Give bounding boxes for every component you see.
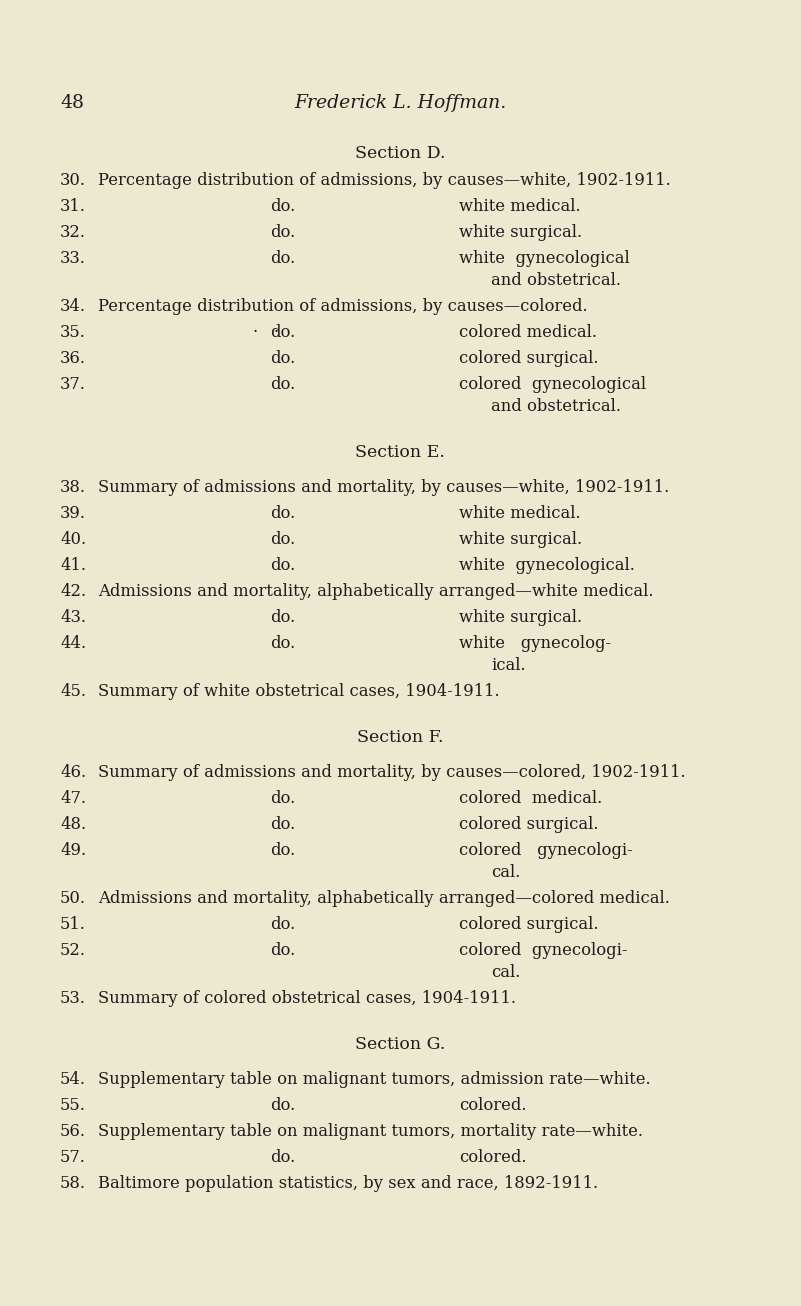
Text: white medical.: white medical.: [459, 199, 581, 215]
Text: 40.: 40.: [60, 532, 87, 549]
Text: do.: do.: [271, 505, 296, 522]
Text: Summary of white obstetrical cases, 1904-1911.: Summary of white obstetrical cases, 1904…: [98, 683, 500, 700]
Text: colored   gynecologi-: colored gynecologi-: [459, 842, 633, 859]
Text: do.: do.: [271, 199, 296, 215]
Text: 32.: 32.: [60, 225, 86, 242]
Text: Supplementary table on malignant tumors, admission rate—white.: Supplementary table on malignant tumors,…: [98, 1071, 650, 1088]
Text: white surgical.: white surgical.: [459, 225, 582, 242]
Text: 51.: 51.: [60, 916, 86, 932]
Text: 50.: 50.: [60, 889, 86, 906]
Text: do.: do.: [271, 324, 296, 341]
Text: white  gynecological: white gynecological: [459, 249, 630, 266]
Text: 55.: 55.: [60, 1097, 86, 1114]
Text: Supplementary table on malignant tumors, mortality rate—white.: Supplementary table on malignant tumors,…: [98, 1123, 643, 1140]
Text: white medical.: white medical.: [459, 505, 581, 522]
Text: white surgical.: white surgical.: [459, 609, 582, 626]
Text: do.: do.: [271, 916, 296, 932]
Text: 39.: 39.: [60, 505, 86, 522]
Text: do.: do.: [271, 350, 296, 367]
Text: colored.: colored.: [459, 1149, 526, 1166]
Text: 30.: 30.: [60, 172, 86, 189]
Text: 42.: 42.: [60, 582, 87, 599]
Text: 36.: 36.: [60, 350, 86, 367]
Text: colored  gynecologi-: colored gynecologi-: [459, 942, 627, 959]
Text: Summary of colored obstetrical cases, 1904-1911.: Summary of colored obstetrical cases, 19…: [98, 990, 516, 1007]
Text: 54.: 54.: [60, 1071, 86, 1088]
Text: Percentage distribution of admissions, by causes—colored.: Percentage distribution of admissions, b…: [98, 298, 588, 315]
Text: do.: do.: [271, 1149, 296, 1166]
Text: 58.: 58.: [60, 1175, 86, 1192]
Text: 38.: 38.: [60, 479, 86, 496]
Text: colored  medical.: colored medical.: [459, 790, 602, 807]
Text: do.: do.: [271, 635, 296, 652]
Text: colored medical.: colored medical.: [459, 324, 597, 341]
Text: Frederick L. Hoffman.: Frederick L. Hoffman.: [294, 94, 506, 112]
Text: 33.: 33.: [60, 249, 86, 266]
Text: 37.: 37.: [60, 376, 86, 393]
Text: cal.: cal.: [491, 964, 521, 981]
Text: Section E.: Section E.: [355, 444, 445, 461]
Text: and obstetrical.: and obstetrical.: [491, 398, 621, 415]
Text: do.: do.: [271, 532, 296, 549]
Text: 53.: 53.: [60, 990, 86, 1007]
Text: colored.: colored.: [459, 1097, 526, 1114]
Text: and obstetrical.: and obstetrical.: [491, 272, 621, 289]
Text: 52.: 52.: [60, 942, 86, 959]
Text: do.: do.: [271, 1097, 296, 1114]
Text: colored  gynecological: colored gynecological: [459, 376, 646, 393]
Text: 35.: 35.: [60, 324, 86, 341]
Text: 45.: 45.: [60, 683, 86, 700]
Text: white   gynecolog-: white gynecolog-: [459, 635, 611, 652]
Text: Section G.: Section G.: [355, 1036, 445, 1053]
Text: 56.: 56.: [60, 1123, 86, 1140]
Text: do.: do.: [271, 609, 296, 626]
Text: 49.: 49.: [60, 842, 87, 859]
Text: ical.: ical.: [491, 657, 525, 674]
Text: do.: do.: [271, 790, 296, 807]
Text: Summary of admissions and mortality, by causes—colored, 1902-1911.: Summary of admissions and mortality, by …: [98, 764, 686, 781]
Text: colored surgical.: colored surgical.: [459, 816, 598, 833]
Text: 48: 48: [60, 94, 84, 112]
Text: white  gynecological.: white gynecological.: [459, 556, 635, 575]
Text: 47.: 47.: [60, 790, 86, 807]
Text: 34.: 34.: [60, 298, 86, 315]
Text: 57.: 57.: [60, 1149, 86, 1166]
Text: white surgical.: white surgical.: [459, 532, 582, 549]
Text: do.: do.: [271, 376, 296, 393]
Text: Section D.: Section D.: [355, 145, 445, 162]
Text: 43.: 43.: [60, 609, 86, 626]
Text: Admissions and mortality, alphabetically arranged—colored medical.: Admissions and mortality, alphabetically…: [98, 889, 670, 906]
Text: cal.: cal.: [491, 865, 521, 882]
Text: colored surgical.: colored surgical.: [459, 350, 598, 367]
Text: do.: do.: [271, 249, 296, 266]
Text: 41.: 41.: [60, 556, 86, 575]
Text: 31.: 31.: [60, 199, 86, 215]
Text: Summary of admissions and mortality, by causes—white, 1902-1911.: Summary of admissions and mortality, by …: [98, 479, 670, 496]
Text: do.: do.: [271, 842, 296, 859]
Text: Baltimore population statistics, by sex and race, 1892-1911.: Baltimore population statistics, by sex …: [98, 1175, 598, 1192]
Text: do.: do.: [271, 816, 296, 833]
Text: Section F.: Section F.: [356, 729, 443, 746]
Text: ·   ·: · ·: [253, 324, 279, 341]
Text: 46.: 46.: [60, 764, 87, 781]
Text: do.: do.: [271, 556, 296, 575]
Text: Percentage distribution of admissions, by causes—white, 1902-1911.: Percentage distribution of admissions, b…: [98, 172, 670, 189]
Text: 44.: 44.: [60, 635, 87, 652]
Text: do.: do.: [271, 942, 296, 959]
Text: do.: do.: [271, 225, 296, 242]
Text: colored surgical.: colored surgical.: [459, 916, 598, 932]
Text: Admissions and mortality, alphabetically arranged—white medical.: Admissions and mortality, alphabetically…: [98, 582, 654, 599]
Text: 48.: 48.: [60, 816, 87, 833]
